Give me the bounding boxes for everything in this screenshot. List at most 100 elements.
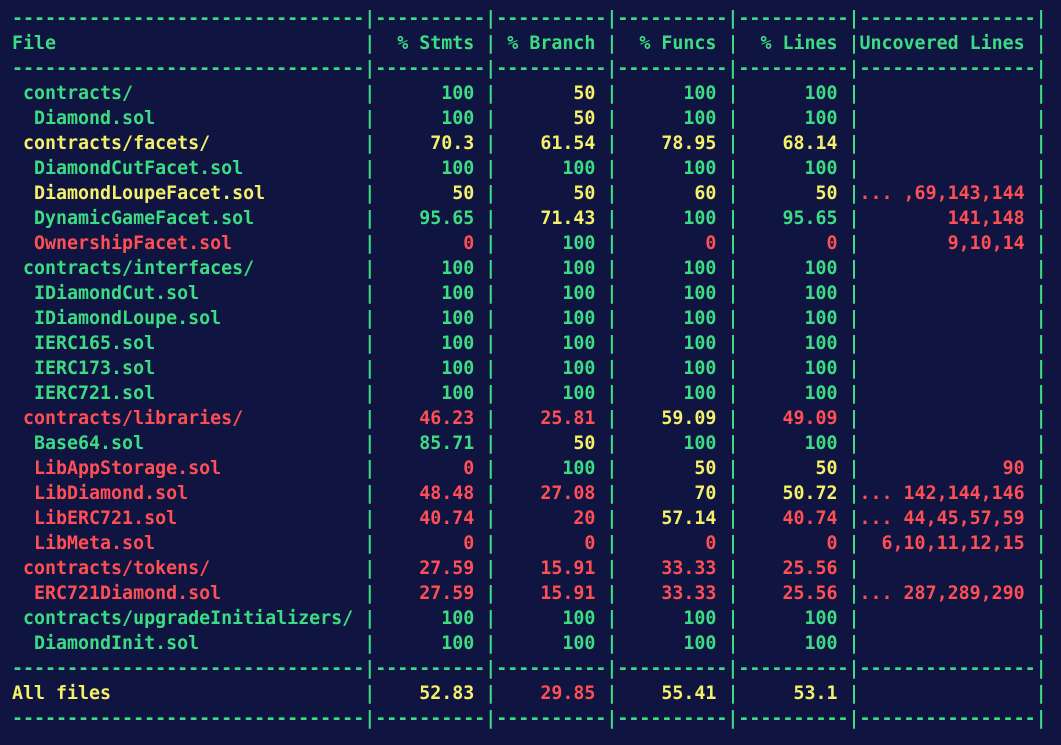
cell-uncovered-lines: ... ,69,143,144: [859, 183, 1036, 204]
column-divider: |: [848, 283, 860, 304]
cell-uncovered-lines: ... 287,289,290: [859, 583, 1036, 604]
column-divider: |: [485, 308, 497, 329]
column-divider: |: [1035, 608, 1047, 629]
column-divider: |: [848, 83, 860, 104]
cell-funcs: 100: [617, 358, 728, 379]
column-divider: |: [364, 133, 376, 154]
column-divider: |: [364, 608, 376, 629]
column-divider: |: [1035, 158, 1047, 179]
coverage-report: --------------------------------|-------…: [12, 6, 1052, 731]
column-divider: |: [485, 108, 497, 129]
column-divider: |: [727, 133, 739, 154]
column-divider: |: [364, 158, 376, 179]
column-divider: |: [606, 33, 618, 54]
column-divider: |: [485, 258, 497, 279]
column-divider: |: [606, 683, 618, 704]
column-divider: |: [485, 483, 497, 504]
cell-lines: 100: [738, 358, 849, 379]
table-row: ERC721Diamond.sol | 27.59 | 15.91 | 33.3…: [12, 581, 1052, 606]
column-divider: |: [364, 233, 376, 254]
cell-funcs: 100: [617, 283, 728, 304]
cell-branch: 50: [496, 108, 607, 129]
file-name: DiamondCutFacet.sol: [12, 158, 365, 179]
column-divider: |: [364, 333, 376, 354]
table-row: IERC173.sol | 100 | 100 | 100 | 100 | |: [12, 356, 1052, 381]
column-divider: |: [606, 458, 618, 479]
column-divider: |: [727, 558, 739, 579]
column-divider: |: [485, 633, 497, 654]
column-divider: |: [727, 433, 739, 454]
table-row: contracts/ | 100 | 50 | 100 | 100 | |: [12, 81, 1052, 106]
cell-stmts: 100: [375, 608, 486, 629]
cell-funcs: 100: [617, 83, 728, 104]
column-divider: |: [485, 458, 497, 479]
column-divider: |: [485, 283, 497, 304]
cell-uncovered-lines: [860, 283, 1036, 304]
column-divider: |: [606, 258, 618, 279]
column-divider: |: [606, 483, 618, 504]
cell-stmts: 100: [375, 258, 486, 279]
cell-funcs: 33.33: [617, 583, 728, 604]
column-divider: |: [485, 533, 497, 554]
cell-uncovered-lines: [860, 358, 1036, 379]
file-name: contracts/facets/: [12, 133, 365, 154]
column-divider: |: [1035, 308, 1047, 329]
cell-lines: 100: [738, 83, 849, 104]
column-divider: |: [727, 333, 739, 354]
column-divider: |: [606, 133, 618, 154]
cell-funcs: 100: [617, 258, 728, 279]
cell-stmts: 0: [375, 458, 486, 479]
cell-funcs: % Funcs: [617, 33, 728, 54]
column-divider: |: [364, 183, 376, 204]
column-divider: |: [1035, 358, 1047, 379]
column-divider: |: [727, 283, 739, 304]
column-divider: |: [606, 83, 618, 104]
column-divider: |: [485, 433, 497, 454]
cell-lines: 100: [738, 433, 849, 454]
cell-lines: 100: [738, 108, 849, 129]
cell-branch: 61.54: [496, 133, 607, 154]
cell-uncovered-lines: Uncovered Lines: [859, 33, 1036, 54]
cell-funcs: 100: [617, 208, 728, 229]
column-divider: |: [1035, 583, 1047, 604]
cell-branch: 100: [496, 283, 607, 304]
cell-branch: 100: [496, 608, 607, 629]
cell-uncovered-lines: ... 142,144,146: [859, 483, 1036, 504]
cell-lines: 95.65: [738, 208, 849, 229]
column-divider: |: [727, 308, 739, 329]
column-divider: |: [364, 483, 376, 504]
cell-branch: 100: [496, 633, 607, 654]
column-divider: |: [485, 683, 497, 704]
cell-lines: 100: [738, 258, 849, 279]
cell-stmts: 100: [375, 158, 486, 179]
column-divider: |: [727, 183, 739, 204]
column-divider: |: [1035, 633, 1047, 654]
cell-branch: 100: [496, 158, 607, 179]
cell-stmts: 50: [375, 183, 486, 204]
separator-bottom: --------------------------------|-------…: [12, 708, 1047, 729]
column-divider: |: [727, 483, 739, 504]
column-divider: |: [485, 333, 497, 354]
cell-stmts: 70.3: [375, 133, 486, 154]
cell-lines: 50: [738, 458, 849, 479]
column-divider: |: [848, 358, 860, 379]
cell-stmts: % Stmts: [375, 33, 486, 54]
column-divider: |: [727, 683, 739, 704]
table-row: contracts/upgradeInitializers/ | 100 | 1…: [12, 606, 1052, 631]
file-name: ERC721Diamond.sol: [12, 583, 365, 604]
cell-branch: 100: [496, 358, 607, 379]
file-name: IERC165.sol: [12, 333, 365, 354]
file-name: IERC173.sol: [12, 358, 365, 379]
table-row: DynamicGameFacet.sol | 95.65 | 71.43 | 1…: [12, 206, 1052, 231]
column-divider: |: [848, 408, 860, 429]
file-name: IERC721.sol: [12, 383, 365, 404]
column-divider: |: [485, 558, 497, 579]
cell-lines: 68.14: [738, 133, 849, 154]
column-divider: |: [1035, 483, 1047, 504]
column-divider: |: [1035, 33, 1047, 54]
table-row: contracts/interfaces/ | 100 | 100 | 100 …: [12, 256, 1052, 281]
cell-funcs: 100: [617, 308, 728, 329]
table-row: DiamondLoupeFacet.sol | 50 | 50 | 60 | 5…: [12, 181, 1052, 206]
column-divider: |: [485, 158, 497, 179]
column-divider: |: [485, 233, 497, 254]
